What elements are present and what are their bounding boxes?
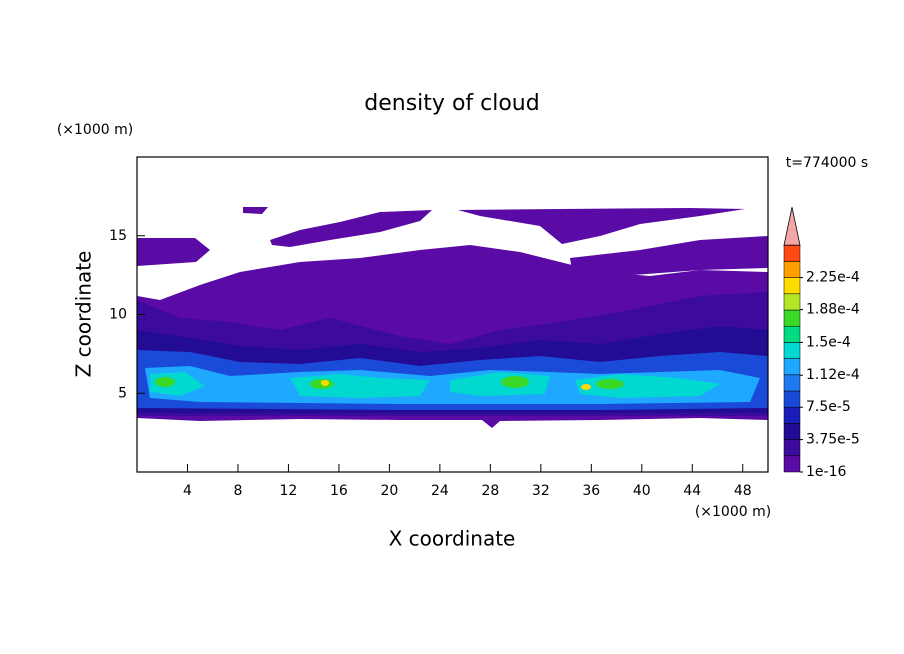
y-tick-label: 15: [109, 228, 127, 244]
colorbar-band: [783, 374, 801, 392]
x-axis-label: X coordinate: [389, 527, 516, 551]
x-tick-label: 24: [431, 483, 449, 499]
colorbar-band: [783, 261, 801, 278]
colorbar-tick-label: 1.12e-4: [806, 367, 860, 383]
x-tick-label: 40: [633, 483, 651, 499]
y-tick-label: 10: [109, 307, 127, 323]
y-unit: (×1000 m): [57, 122, 133, 138]
contour-region: [243, 207, 268, 214]
x-tick-label: 20: [380, 483, 398, 499]
x-tick-label: 12: [280, 483, 298, 499]
colorbar-band: [783, 439, 801, 457]
colorbar-tick-label: 1e-16: [806, 464, 846, 480]
contour-region: [270, 210, 432, 247]
colorbar-band: [783, 423, 801, 440]
colorbar-band: [783, 244, 801, 262]
x-tick-label: 4: [183, 483, 192, 499]
colorbar-band: [783, 342, 801, 359]
contour-region: [155, 377, 175, 387]
colorbar-band: [783, 455, 801, 473]
colorbar-tick-label: 1.5e-4: [806, 334, 851, 350]
colorbar-tick-label: 1.88e-4: [806, 302, 860, 318]
colorbar-band: [783, 390, 801, 408]
colorbar-band: [783, 406, 801, 424]
colorbar-tick-label: 2.25e-4: [806, 270, 860, 286]
annotation: t=774000 s: [786, 155, 868, 171]
colorbar-tick-label: 3.75e-5: [806, 432, 860, 448]
x-tick-label: 44: [683, 483, 701, 499]
x-tick-label: 36: [582, 483, 600, 499]
x-tick-label: 8: [233, 483, 242, 499]
colorbar-extend: [783, 207, 801, 246]
x-tick-label: 28: [481, 483, 499, 499]
y-tick-label: 5: [118, 385, 127, 401]
contour-region: [501, 376, 529, 388]
colorbar-tick-label: 7.5e-5: [806, 399, 851, 415]
colorbar-band: [783, 277, 801, 295]
contour-region: [321, 380, 329, 386]
contour-region: [150, 372, 720, 398]
y-axis-label: Z coordinate: [72, 251, 96, 378]
contour-region: [596, 379, 624, 389]
colorbar-band: [783, 325, 801, 343]
x-unit: (×1000 m): [695, 504, 771, 520]
colorbar-band: [783, 293, 801, 311]
contour-region: [581, 384, 591, 390]
contour-field: [137, 207, 768, 428]
contour-region: [458, 208, 745, 244]
contour-region: [137, 238, 210, 266]
chart-title: density of cloud: [364, 91, 539, 116]
x-tick-label: 32: [532, 483, 550, 499]
x-tick-label: 48: [734, 483, 752, 499]
x-tick-label: 16: [330, 483, 348, 499]
colorbar-band: [783, 309, 801, 327]
contour-region: [570, 236, 768, 290]
colorbar-band: [783, 358, 801, 376]
